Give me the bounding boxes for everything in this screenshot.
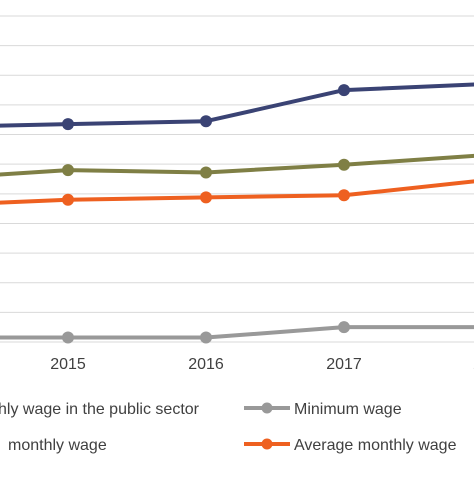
data-point[interactable] [200, 331, 212, 344]
series-0 [0, 82, 474, 131]
legend-item-public-sector[interactable]: hly wage in the public sector [0, 401, 200, 418]
legend-marker-average-monthly-wage [261, 438, 273, 450]
data-point[interactable] [62, 118, 74, 131]
legend-marker-minimum-wage [261, 402, 273, 414]
data-point[interactable] [200, 191, 212, 204]
x-tick-label: 2017 [326, 356, 362, 373]
x-tick-label: 2015 [50, 356, 86, 373]
data-point[interactable] [200, 115, 212, 128]
x-tick-label: 2016 [188, 356, 224, 373]
data-point[interactable] [338, 158, 350, 171]
x-axis-ticks: 20152016201720 [50, 356, 474, 373]
legend-label-average-monthly-wage: Average monthly wage [294, 437, 457, 454]
series-lines [0, 82, 474, 344]
data-point[interactable] [62, 193, 74, 206]
legend: hly wage in the public sector Minimum wa… [0, 401, 457, 454]
legend-label-minimum-wage: Minimum wage [294, 401, 402, 418]
series-2 [0, 321, 474, 344]
series-3 [0, 179, 474, 206]
legend-item-monthly-wage[interactable]: monthly wage [8, 437, 107, 454]
legend-label-public-sector: hly wage in the public sector [0, 401, 200, 418]
gridlines [0, 15, 474, 343]
data-point[interactable] [62, 331, 74, 344]
legend-item-average-monthly-wage[interactable]: Average monthly wage [244, 437, 457, 454]
data-point[interactable] [62, 164, 74, 177]
data-point[interactable] [200, 166, 212, 179]
legend-item-minimum-wage[interactable]: Minimum wage [244, 401, 402, 418]
data-point[interactable] [338, 84, 350, 97]
legend-label-monthly-wage: monthly wage [8, 437, 107, 454]
data-point[interactable] [338, 321, 350, 334]
data-point[interactable] [338, 189, 350, 202]
series-1 [0, 153, 474, 179]
